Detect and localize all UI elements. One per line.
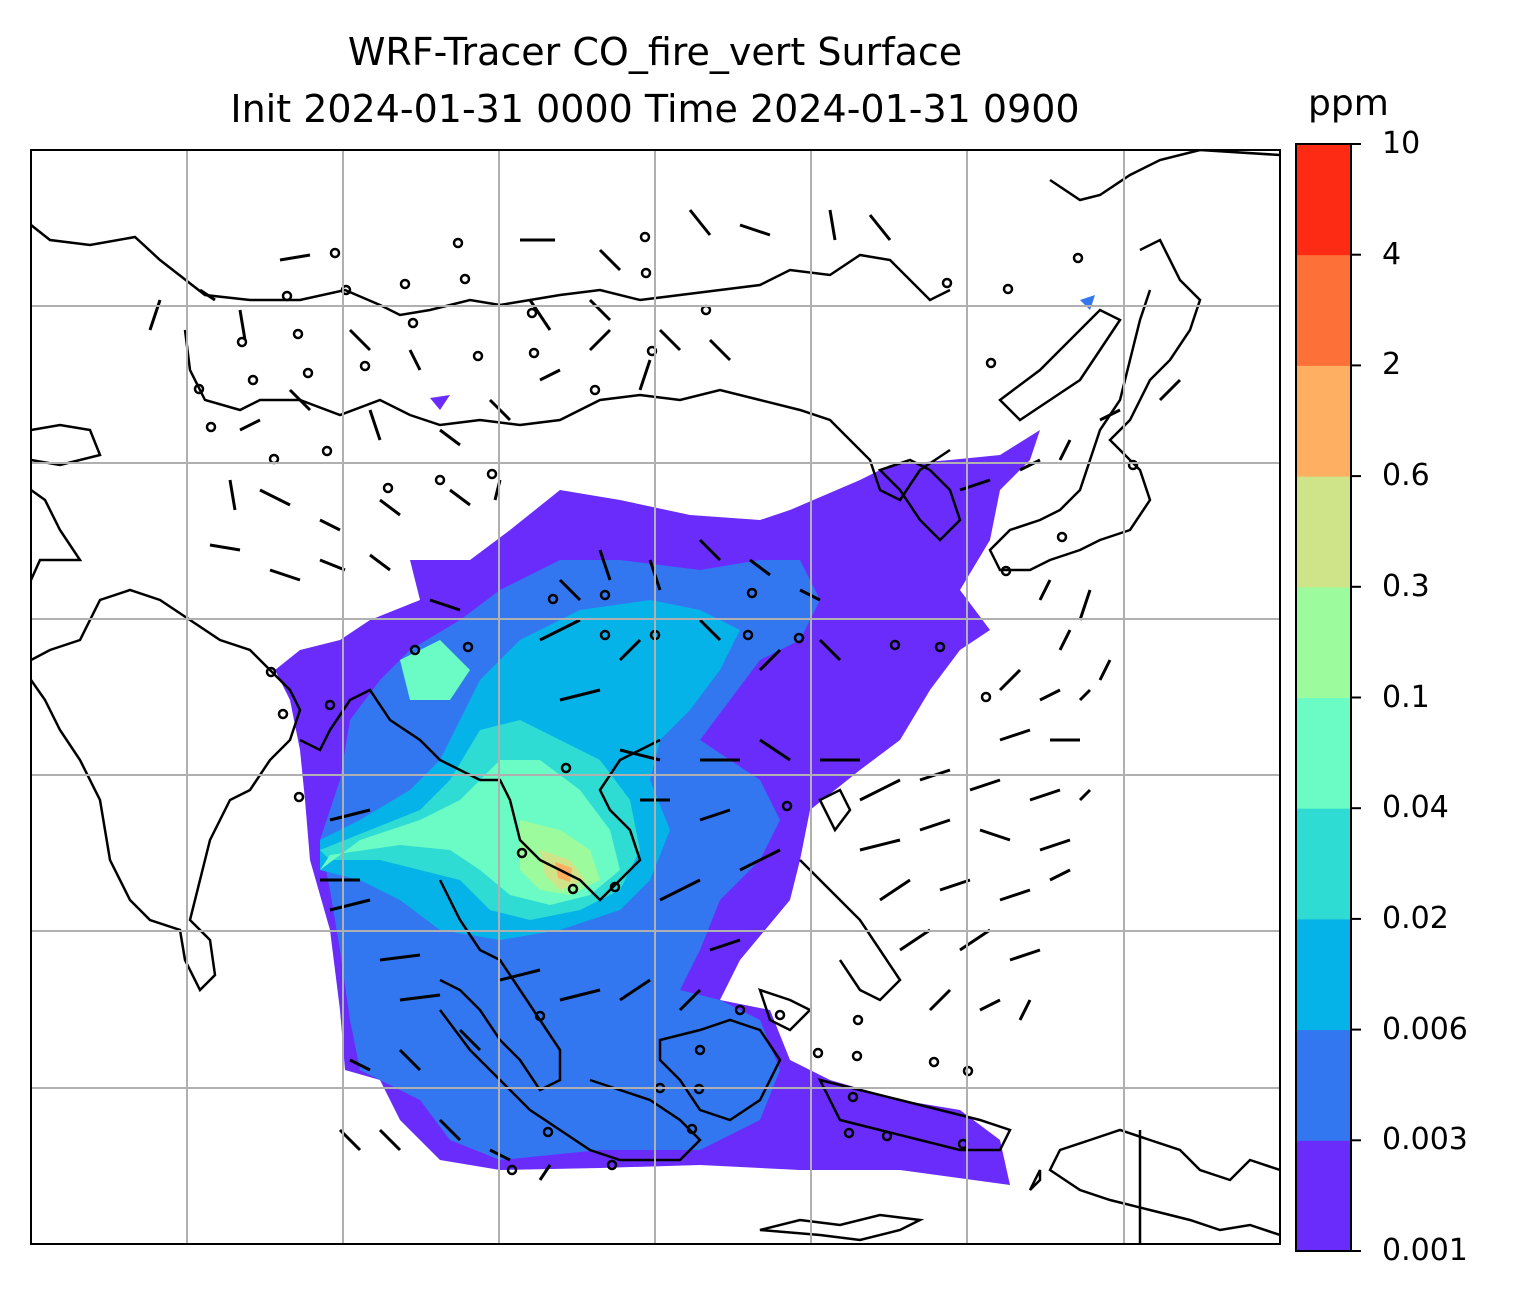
co-concentration-field — [275, 295, 1095, 1185]
colorbar — [1295, 143, 1361, 1252]
chart-title-line1: WRF-Tracer CO_fire_vert Surface — [347, 30, 963, 74]
colorbar-tick-label: 0.1 — [1382, 679, 1430, 715]
colorbar-segment-1 — [1296, 1029, 1351, 1141]
colorbar-segment-3 — [1296, 808, 1351, 920]
colorbar-segment-8 — [1296, 254, 1351, 366]
wind-barbs — [148, 209, 1182, 1181]
colorbar-tick-label: 0.6 — [1382, 458, 1430, 494]
colorbar-tick-label: 0.3 — [1382, 568, 1430, 604]
colorbar-tick-label: 10 — [1382, 126, 1421, 161]
colorbar-segment-5 — [1296, 586, 1351, 698]
colorbar-segment-4 — [1296, 697, 1351, 809]
plume-patch-japan — [1080, 295, 1095, 310]
colorbar-tick-label: 0.001 — [1382, 1233, 1468, 1268]
colorbar-tick-label: 0.006 — [1382, 1011, 1468, 1047]
colorbar-tick-label: 2 — [1382, 347, 1402, 383]
colorbar-segment-2 — [1296, 918, 1351, 1031]
plume-patch-north — [430, 395, 450, 410]
colorbar-tick-label: 0.04 — [1382, 790, 1449, 826]
colorbar-segment-0 — [1296, 1140, 1351, 1252]
calm-wind-markers — [193, 231, 1139, 1176]
colorbar-tick-label: 0.003 — [1382, 1122, 1468, 1158]
colorbar-tick-label: 4 — [1382, 236, 1402, 272]
colorbar-tick-label: 0.02 — [1382, 900, 1449, 936]
colorbar-segment-6 — [1296, 476, 1351, 588]
map-frame — [30, 149, 1281, 1245]
chart-title-line2: Init 2024-01-31 0000 Time 2024-01-31 090… — [230, 87, 1080, 131]
gridlines — [31, 150, 1280, 1244]
colorbar-units: ppm — [1308, 83, 1389, 124]
colorbar-segment-7 — [1296, 365, 1351, 477]
plume-patch-west — [400, 640, 470, 700]
map-panel — [31, 150, 1280, 1244]
colorbar-segment-9 — [1296, 144, 1351, 256]
